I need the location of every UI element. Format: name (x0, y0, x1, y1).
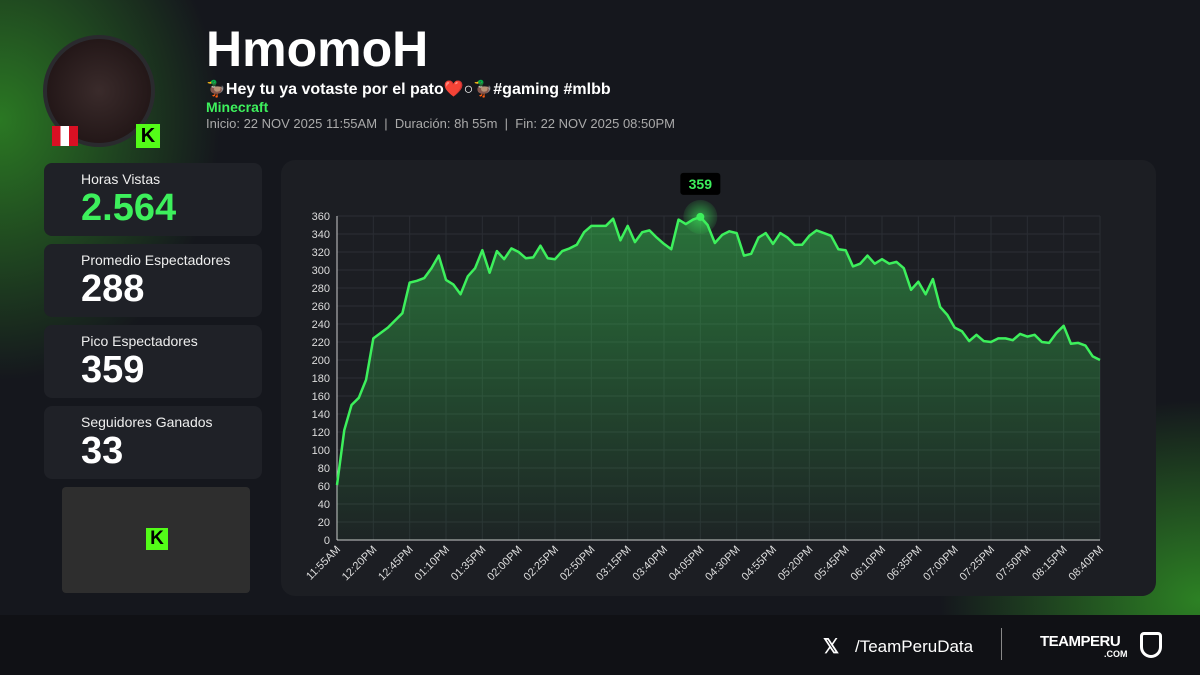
x-tick-label: 04:55PM (740, 544, 780, 584)
y-tick-label: 280 (312, 283, 330, 295)
brand-sub: .COM (1104, 649, 1128, 659)
x-tick-label: 12:20PM (340, 544, 380, 584)
peak-label: 359 (689, 176, 713, 192)
brand-shield (1140, 632, 1162, 658)
x-tick-label: 07:25PM (958, 544, 998, 584)
x-tick-label: 01:10PM (413, 544, 453, 584)
stat-card: Horas Vistas 2.564 (44, 163, 262, 236)
x-tick-label: 01:35PM (449, 544, 489, 584)
y-tick-label: 320 (312, 247, 330, 259)
x-tick-label: 04:30PM (703, 544, 743, 584)
footer-handle: /TeamPeruData (855, 637, 974, 656)
y-tick-label: 80 (318, 463, 330, 475)
x-tick-label: 04:05PM (667, 544, 707, 584)
stat-label: Horas Vistas (81, 171, 161, 187)
x-tick-label: 03:40PM (631, 544, 671, 584)
title: HmomoH (206, 21, 429, 77)
stat-card: Pico Espectadores 359 (44, 325, 262, 398)
x-tick-label: 02:25PM (522, 544, 562, 584)
x-tick-label: 06:35PM (885, 544, 925, 584)
x-tick-label: 02:50PM (558, 544, 598, 584)
x-tick-label: 07:50PM (994, 544, 1034, 584)
y-tick-label: 240 (312, 319, 330, 331)
y-tick-label: 260 (312, 301, 330, 313)
brand: TEAMPERU (1040, 633, 1121, 650)
x-tick-label: 05:20PM (776, 544, 816, 584)
y-tick-label: 140 (312, 409, 330, 421)
x-tick-label: 12:45PM (376, 544, 416, 584)
x-tick-label: 11:55AM (304, 544, 343, 583)
y-tick-label: 300 (312, 265, 330, 277)
y-tick-label: 360 (312, 211, 330, 223)
x-tick-label: 07:00PM (921, 544, 961, 584)
kick-icon: K (146, 528, 168, 550)
stat-card: Promedio Espectadores 288 (44, 244, 262, 317)
peak-point (696, 212, 705, 221)
y-tick-label: 200 (312, 355, 330, 367)
footer (0, 615, 1200, 675)
x-tick-label: 08:15PM (1030, 544, 1070, 584)
y-tick-label: 120 (312, 427, 330, 439)
x-tick-label: 06:10PM (849, 544, 889, 584)
subtitle: 🦆Hey tu ya votaste por el pato❤️○🦆#gamin… (206, 81, 611, 98)
stat-label: Pico Espectadores (81, 333, 198, 349)
line (335, 215, 1101, 486)
stat-label: Promedio Espectadores (81, 252, 231, 268)
x-tick-label: 08:40PM (1067, 544, 1107, 584)
y-tick-label: 220 (312, 337, 330, 349)
y-tick-label: 340 (312, 229, 330, 241)
y-tick-label: 20 (318, 517, 330, 529)
y-tick-label: 0 (324, 535, 330, 547)
kick-badge: K (136, 124, 160, 148)
meta: Inicio: 22 NOV 2025 11:55AM | Duración: … (206, 116, 675, 131)
area (337, 216, 1100, 540)
stat-label: Seguidores Ganados (81, 414, 213, 430)
x-tick-label: 05:45PM (812, 544, 852, 584)
stat-value: 2.564 (81, 187, 177, 229)
stat-card: Seguidores Ganados 33 (44, 406, 262, 479)
flag (52, 126, 78, 146)
x-icon: 𝕏 (823, 636, 840, 658)
x-tick-label: 02:00PM (485, 544, 525, 584)
stat-value: 359 (81, 349, 145, 391)
y-tick-label: 40 (318, 499, 330, 511)
x-tick-label: 03:15PM (594, 544, 634, 584)
peak-label-box (680, 172, 721, 195)
y-tick-label: 180 (312, 373, 330, 385)
stat-value: 288 (81, 268, 145, 310)
kick-box: K (62, 487, 250, 593)
y-tick-label: 100 (312, 445, 330, 457)
stat-value: 33 (81, 430, 124, 472)
divider (1001, 628, 1002, 660)
y-tick-label: 60 (318, 481, 330, 493)
y-tick-label: 160 (312, 391, 330, 403)
game: Minecraft (206, 99, 269, 115)
